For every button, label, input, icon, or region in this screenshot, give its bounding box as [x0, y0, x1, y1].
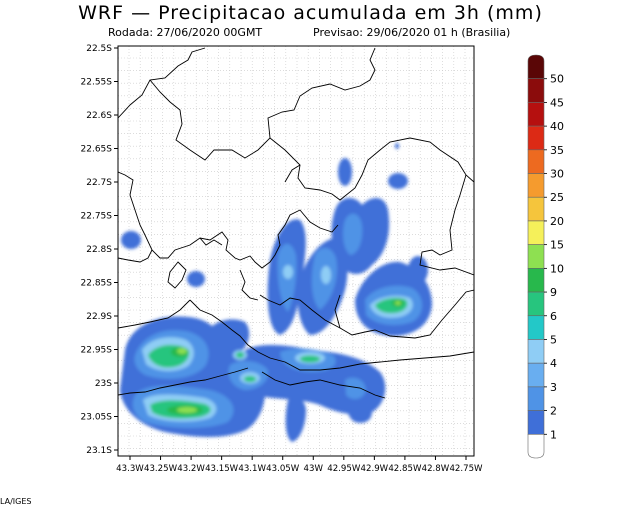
lat-tick-label: 23.1S [86, 446, 112, 456]
lat-tick-label: 22.5S [86, 44, 112, 54]
lon-tick-label: 42.95W [327, 464, 361, 474]
legend-level-label: 3 [550, 381, 557, 394]
run-date-label: Rodada: 27/06/2020 00GMT [108, 26, 263, 39]
legend-swatch [527, 291, 545, 317]
credit-label: LA/IGES [0, 497, 32, 506]
legend-swatch [527, 244, 545, 269]
legend-swatch [527, 78, 545, 103]
legend-swatch [527, 268, 545, 293]
lat-tick-label: 22.8S [86, 245, 112, 255]
legend-swatch [527, 173, 545, 198]
legend-level-label: 10 [550, 262, 564, 275]
legend-level-label: 15 [550, 239, 564, 252]
legend-level-label: 20 [550, 215, 564, 228]
legend-swatch [527, 102, 545, 127]
lon-tick-label: 43.25W [144, 464, 178, 474]
legend-level-label: 30 [550, 168, 564, 181]
legend-swatch [527, 410, 545, 435]
legend-level-label: 35 [550, 144, 564, 157]
lon-tick-label: 42.8W [422, 464, 450, 474]
legend-level-label: 6 [550, 310, 557, 323]
legend-swatch [527, 125, 545, 151]
lon-tick-label: 43.05W [266, 464, 300, 474]
lat-tick-label: 22.6S [86, 111, 112, 121]
legend-swatch [527, 339, 545, 364]
legend-swatch [527, 149, 545, 174]
map-border [117, 45, 475, 457]
lat-tick-label: 22.75S [81, 212, 113, 222]
legend-level-label: 1 [550, 428, 557, 441]
lon-tick-label: 43.3W [116, 464, 144, 474]
lon-tick-label: 43W [304, 464, 324, 474]
legend-level-label: 4 [550, 357, 557, 370]
legend-level-label: 50 [550, 73, 564, 86]
legend-level-label: 40 [550, 120, 564, 133]
legend-level-label: 9 [550, 286, 557, 299]
lat-tick-label: 22.9S [86, 312, 112, 322]
legend-level-label: 2 [550, 405, 557, 418]
axis-ticks: 22.5S 22.55S 22.6S 22.65S 22.7S 22.75S 22.8S 22… [81, 44, 484, 474]
lat-tick-label: 22.7S [86, 178, 112, 188]
legend-swatch [527, 386, 545, 411]
lon-tick-label: 43.15W [205, 464, 239, 474]
lon-tick-label: 42.9W [361, 464, 389, 474]
lon-tick-label: 42.85W [388, 464, 422, 474]
color-legend: 50 45 40 35 30 25 20 15 10 9 6 5 4 3 2 1 [527, 54, 564, 459]
lat-tick-label: 22.65S [81, 145, 113, 155]
lat-tick-label: 23.05S [81, 413, 113, 423]
lon-tick-label: 43.2W [177, 464, 205, 474]
legend-level-label: 5 [550, 333, 557, 346]
legend-swatch [527, 54, 545, 80]
lat-tick-label: 23S [95, 379, 112, 389]
coastline-borders [118, 47, 474, 399]
legend-level-label: 45 [550, 96, 564, 109]
lat-tick-label: 22.95S [81, 346, 113, 356]
legend-swatch [527, 362, 545, 388]
lat-tick-label: 22.85S [81, 279, 113, 289]
legend-swatch [527, 433, 545, 459]
precip-level-15 [177, 301, 401, 413]
lon-tick-label: 43.1W [238, 464, 266, 474]
lon-tick-label: 42.75W [449, 464, 483, 474]
lat-tick-label: 22.55S [81, 78, 113, 88]
forecast-date-label: Previsao: 29/06/2020 01 h (Brasilia) [313, 26, 511, 39]
map-title: WRF — Precipitacao acumulada em 3h (mm) [78, 2, 543, 24]
legend-level-label: 25 [550, 191, 564, 204]
precipitation-field [120, 143, 432, 442]
legend-swatch [527, 196, 545, 222]
legend-swatch [527, 315, 545, 340]
legend-swatch [527, 220, 545, 245]
